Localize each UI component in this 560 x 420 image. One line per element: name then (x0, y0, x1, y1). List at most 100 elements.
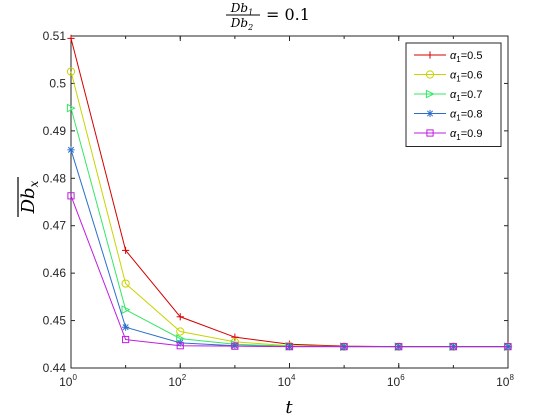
legend-greek: α (450, 109, 457, 121)
marker-asterisk (426, 109, 434, 118)
y-tick-label: 0.51 (43, 29, 67, 43)
marker-shape (449, 343, 457, 351)
marker-shape (425, 89, 435, 99)
legend-sub: 1 (456, 55, 461, 64)
x-axis-label: t (285, 397, 293, 418)
marker-shape (231, 342, 239, 350)
marker-shape (66, 67, 76, 76)
x-tick-label: 102 (168, 373, 186, 389)
legend-label: α1=0.5 (450, 50, 482, 64)
data-point (504, 343, 512, 351)
title-numerator: Db (230, 1, 248, 15)
x-tick-exponent: 2 (182, 373, 187, 382)
legend-box (405, 42, 502, 147)
data-point (121, 279, 130, 288)
x-tick-label: 104 (278, 373, 296, 389)
title-denominator: Db (230, 16, 248, 30)
chart-title: Db1 Db2 = 0.1 (226, 1, 310, 32)
legend-label: α1=0.9 (450, 128, 482, 142)
svg-text:Db1: Db1 (230, 1, 253, 17)
legend-greek: α (450, 89, 457, 101)
legend: α1=0.5α1=0.6α1=0.7α1=0.8α1=0.9 (405, 42, 502, 147)
title-equals: = 0.1 (266, 5, 310, 24)
legend-label: α1=0.6 (450, 70, 482, 84)
marker-shape (67, 192, 75, 200)
marker-square (426, 129, 434, 137)
marker-shape (176, 342, 184, 350)
series-line (70, 149, 508, 348)
legend-item: α1=0.5 (414, 50, 482, 64)
marker-stroke (426, 110, 434, 117)
legend-sub: 1 (456, 75, 461, 84)
marker-shape (285, 343, 294, 351)
y-tick-label: 0.46 (43, 266, 67, 280)
data-point (285, 343, 294, 351)
data-point (122, 323, 130, 331)
marker-shape (121, 279, 130, 288)
marker-shape (66, 103, 76, 113)
marker-stroke (122, 324, 129, 331)
legend-greek: α (450, 128, 457, 140)
title-denominator-sub: 2 (247, 23, 253, 32)
legend-label: α1=0.7 (450, 89, 482, 103)
data-point (66, 103, 76, 113)
data-point (231, 342, 239, 350)
series-4 (67, 146, 512, 351)
marker-shape (122, 335, 130, 344)
legend-sub: 1 (456, 94, 461, 103)
legend-item: α1=0.9 (414, 128, 482, 142)
y-tick-label: 0.49 (43, 124, 67, 138)
series-5 (67, 192, 512, 351)
marker-plus (426, 51, 434, 59)
marker-shape (340, 343, 348, 351)
y-tick-label: 0.45 (43, 314, 67, 328)
marker-circle (425, 70, 435, 79)
svg-text:Dbx: Dbx (18, 180, 41, 214)
y-tick-label: 0.47 (43, 219, 67, 233)
y-label-base: Db (18, 187, 39, 214)
legend-item: α1=0.6 (414, 70, 482, 84)
data-point (340, 343, 348, 351)
x-tick-exponent: 8 (509, 373, 514, 382)
data-point (449, 343, 457, 351)
data-point (121, 305, 131, 315)
legend-value: =0.9 (461, 128, 483, 140)
legend-greek: α (450, 50, 457, 62)
svg-text:Db2: Db2 (230, 16, 253, 32)
marker-shape (504, 343, 512, 351)
y-tick-label: 0.5 (49, 76, 66, 90)
data-point (67, 34, 75, 42)
legend-sub: 1 (456, 133, 461, 142)
legend-sub: 1 (456, 114, 461, 123)
marker-triangle-right (425, 89, 435, 99)
marker-shape (426, 129, 434, 137)
legend-item: α1=0.7 (414, 89, 482, 103)
data-point (176, 342, 184, 350)
x-tick-label: 106 (387, 373, 405, 389)
data-point (176, 313, 184, 321)
data-point (395, 343, 403, 351)
x-tick-base: 10 (278, 375, 292, 389)
marker-shape (176, 327, 185, 336)
legend-value: =0.7 (461, 89, 483, 101)
x-tick-base: 10 (59, 375, 73, 389)
y-axis-label: Dbx (17, 177, 41, 217)
y-label-sub: x (27, 180, 41, 187)
series-line (70, 195, 508, 348)
y-tick-label: 0.44 (43, 361, 67, 375)
marker-shape (395, 343, 403, 351)
x-tick-label: 108 (496, 373, 514, 389)
x-tick-base: 10 (496, 375, 510, 389)
legend-greek: α (450, 70, 457, 82)
legend-value: =0.5 (461, 50, 483, 62)
x-tick-exponent: 4 (291, 373, 296, 382)
x-tick-exponent: 6 (400, 373, 405, 382)
legend-value: =0.6 (461, 70, 483, 82)
marker-shape (425, 70, 435, 79)
x-tick-label: 100 (59, 373, 77, 389)
x-tick-exponent: 0 (72, 373, 77, 382)
data-point (231, 333, 239, 341)
legend-value: =0.8 (461, 109, 483, 121)
